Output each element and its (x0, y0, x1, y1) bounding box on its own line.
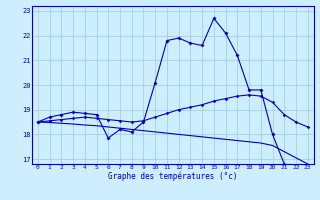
X-axis label: Graphe des températures (°c): Graphe des températures (°c) (108, 172, 237, 181)
